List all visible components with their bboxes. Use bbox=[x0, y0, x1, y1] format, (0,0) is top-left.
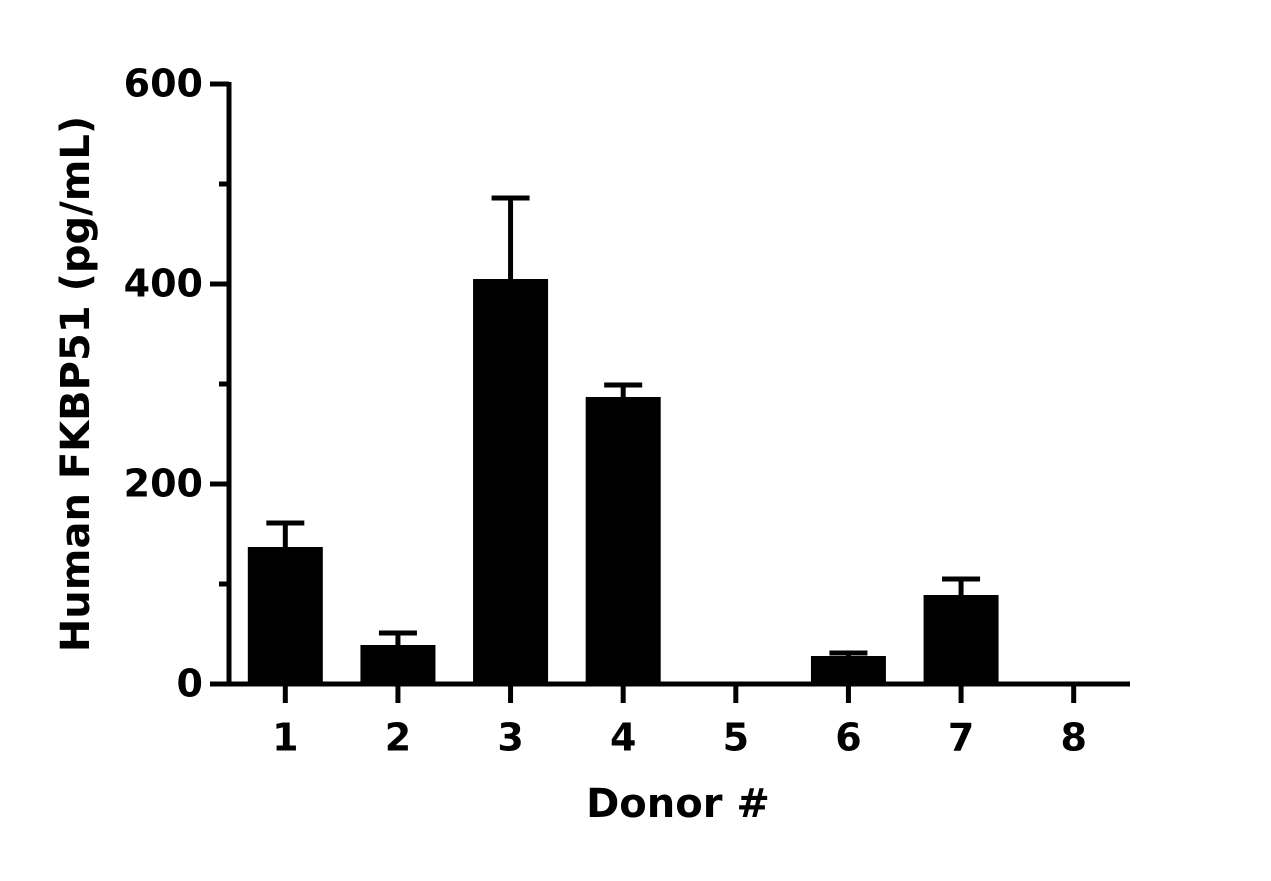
bar bbox=[473, 279, 549, 684]
error-bar bbox=[942, 576, 981, 595]
bar bbox=[360, 645, 436, 684]
x-tick-label: 2 bbox=[385, 716, 411, 760]
error-bar bbox=[604, 382, 643, 397]
x-tick-label: 5 bbox=[723, 716, 749, 760]
x-tick-label: 4 bbox=[610, 716, 636, 760]
bar bbox=[810, 656, 886, 684]
error-bar bbox=[266, 520, 305, 547]
y-tick-label: 400 bbox=[124, 262, 203, 306]
y-tick-label: 200 bbox=[124, 462, 203, 506]
x-tick-label: 1 bbox=[272, 716, 298, 760]
bar bbox=[247, 547, 323, 684]
error-bar bbox=[829, 650, 868, 656]
x-tick-label: 6 bbox=[835, 716, 861, 760]
x-axis-label: Donor # bbox=[586, 781, 770, 827]
y-tick-label: 0 bbox=[177, 662, 203, 706]
x-tick-label: 8 bbox=[1060, 716, 1086, 760]
bar bbox=[923, 595, 999, 684]
error-bar bbox=[491, 195, 530, 279]
y-tick-label: 600 bbox=[124, 62, 203, 106]
error-bar bbox=[378, 630, 417, 645]
x-tick-label: 7 bbox=[948, 716, 974, 760]
x-tick-label: 3 bbox=[497, 716, 523, 760]
y-axis-label: Human FKBP51 (pg/mL) bbox=[53, 116, 99, 652]
bar bbox=[585, 397, 661, 684]
